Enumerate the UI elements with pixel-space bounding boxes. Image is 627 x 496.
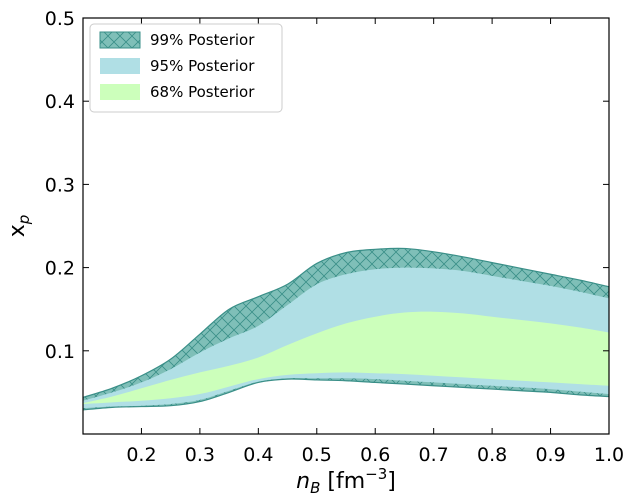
x-tick-label: 0.2 xyxy=(126,444,156,466)
x-axis-label-exponent: −3 xyxy=(365,465,387,483)
legend-label-99-posterior: 99% Posterior xyxy=(150,31,255,49)
y-tick-label: 0.2 xyxy=(45,258,75,280)
y-axis-label-main: x xyxy=(5,224,30,237)
y-tick-label: 0.4 xyxy=(45,91,75,113)
x-axis-label-unit: [fm xyxy=(320,469,365,494)
x-axis-label-close: ] xyxy=(387,469,396,494)
legend-label-68-posterior: 68% Posterior xyxy=(150,83,255,101)
y-tick-label: 0.3 xyxy=(45,174,75,196)
legend: 99% Posterior 95% Posterior 68% Posterior xyxy=(89,23,283,113)
plot-frame xyxy=(82,17,610,435)
y-tick-label: 0.1 xyxy=(45,341,75,363)
x-tick-label: 0.3 xyxy=(185,444,215,466)
x-axis-label-main: n xyxy=(296,469,310,494)
y-tick-label: 0.5 xyxy=(45,8,75,30)
x-tick-label: 0.4 xyxy=(243,444,273,466)
legend-label-95-posterior: 95% Posterior xyxy=(150,57,255,75)
axis-ticks: 0.2 0.3 0.4 0.5 0.6 0.7 0.8 0.9 1.0 0.1 0.2 0.3 0.4 0… xyxy=(45,8,624,466)
x-tick-label: 0.5 xyxy=(302,444,332,466)
legend-items: 99% Posterior 95% Posterior 68% Posterior xyxy=(99,31,255,101)
legend-swatch-hatch xyxy=(100,32,140,48)
legend-swatch-68-posterior xyxy=(100,84,140,100)
x-axis-label-subscript: B xyxy=(310,479,320,496)
legend-swatch-95-posterior xyxy=(100,58,140,74)
x-tick-label: 0.7 xyxy=(419,444,449,466)
x-axis-label: nB [fm−3] xyxy=(296,465,396,496)
posterior-bands xyxy=(83,247,609,411)
y-axis-label-subscript: p xyxy=(15,215,33,226)
x-tick-label: 0.8 xyxy=(477,444,507,466)
y-axis-label: xp xyxy=(5,215,33,238)
x-tick-label: 0.9 xyxy=(535,444,565,466)
x-tick-label: 0.6 xyxy=(360,444,390,466)
band-68-posterior xyxy=(83,311,609,405)
x-tick-label: 1.0 xyxy=(594,444,624,466)
